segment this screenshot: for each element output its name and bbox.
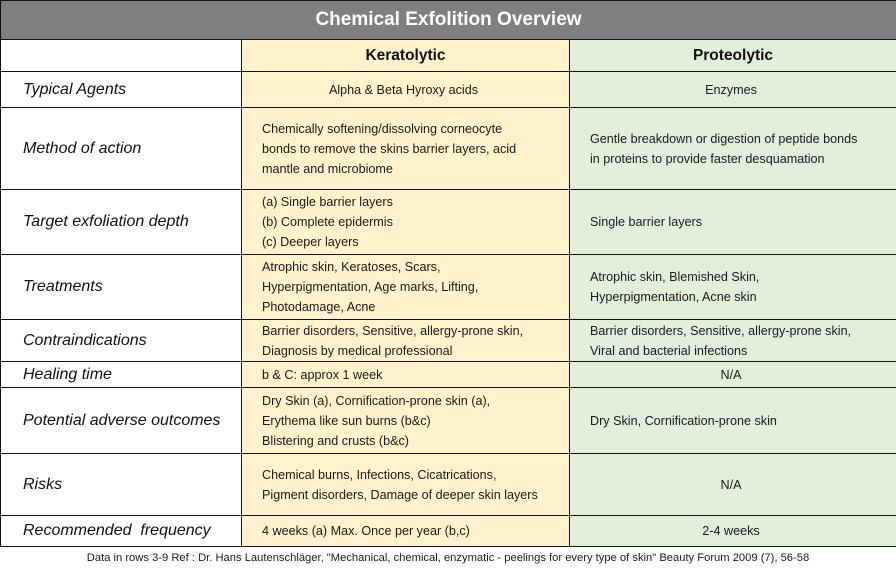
title-row: Chemical Exfolition Overview: [0, 0, 896, 40]
row-label-typical-agents: Typical Agents: [0, 71, 242, 108]
proteolytic-treatments: Atrophic skin, Blemished Skin, Hyperpigm…: [569, 254, 896, 320]
row-label-risks: Risks: [0, 453, 242, 516]
cell-line: 2-4 weeks: [702, 524, 760, 538]
cell-line: Hyperpigmentation, Acne skin: [590, 290, 757, 304]
keratolytic-adverse-outcomes: Dry Skin (a), Cornification-prone skin (…: [241, 387, 570, 454]
cell-line: Alpha & Beta Hyroxy acids: [328, 82, 479, 97]
proteolytic-contraindications: Barrier disorders, Sensitive, allergy-pr…: [569, 319, 896, 362]
keratolytic-healing-time: b & C: approx 1 week: [241, 361, 570, 388]
cell-line: N/A: [720, 367, 742, 382]
proteolytic-adverse-outcomes: Dry Skin, Cornification-prone skin: [569, 387, 896, 454]
row-label-method-of-action: Method of action: [0, 107, 242, 190]
table-row: Risks Chemical burns, Infections, Cicatr…: [0, 453, 896, 516]
keratolytic-typical-agents: Alpha & Beta Hyroxy acids: [241, 71, 570, 108]
reference-footnote: Data in rows 3-9 Ref : Dr. Hans Lautensc…: [86, 552, 810, 564]
keratolytic-method-of-action: Chemically softening/dissolving corneocy…: [241, 107, 570, 190]
cell-line: Blistering and crusts (b&c): [262, 433, 409, 448]
cell-line: Single barrier layers: [590, 215, 702, 229]
cell-line: Erythema like sun burns (b&c): [262, 413, 431, 428]
keratolytic-risks: Chemical burns, Infections, Cicatricatio…: [241, 453, 570, 516]
table-row: Method of action Chemically softening/di…: [0, 107, 896, 190]
cell-line: Barrier disorders, Sensitive, allergy-pr…: [262, 323, 524, 338]
table-row: Typical Agents Alpha & Beta Hyroxy acids…: [0, 71, 896, 108]
proteolytic-target-depth: Single barrier layers: [569, 189, 896, 255]
keratolytic-contraindications: Barrier disorders, Sensitive, allergy-pr…: [241, 319, 570, 362]
cell-line: Enzymes: [705, 82, 757, 97]
row-label-treatments: Treatments: [0, 254, 242, 320]
cell-line: bonds to remove the skins barrier layers…: [262, 141, 517, 156]
cell-line: (c) Deeper layers: [262, 235, 359, 249]
cell-line: (a) Single barrier layers: [262, 195, 393, 209]
cell-line: b & C: approx 1 week: [262, 367, 383, 382]
table-row: Contraindications Barrier disorders, Sen…: [0, 319, 896, 362]
table-row: Treatments Atrophic skin, Keratoses, Sca…: [0, 254, 896, 320]
keratolytic-frequency: 4 weeks (a) Max. Once per year (b,c): [241, 515, 570, 547]
cell-line: Hyperpigmentation, Age marks, Lifting,: [262, 280, 479, 294]
header-proteolytic: Proteolytic: [569, 39, 896, 72]
cell-line: Pigment disorders, Damage of deeper skin…: [262, 487, 538, 502]
cell-line: N/A: [720, 477, 742, 492]
cell-line: Dry Skin (a), Cornification-prone skin (…: [262, 393, 491, 408]
proteolytic-method-of-action: Gentle breakdown or digestion of peptide…: [569, 107, 896, 190]
exfoliation-table: Chemical Exfolition Overview Keratolytic…: [0, 0, 896, 547]
cell-line: 4 weeks (a) Max. Once per year (b,c): [262, 524, 470, 538]
table-title: Chemical Exfolition Overview: [0, 0, 896, 40]
header-blank-cell: [0, 39, 242, 72]
proteolytic-typical-agents: Enzymes: [569, 71, 896, 108]
proteolytic-healing-time: N/A: [569, 361, 896, 388]
cell-line: Diagnosis by medical professional: [262, 343, 453, 358]
row-label-recommended-frequency: Recommended frequency: [0, 515, 242, 547]
cell-line: (b) Complete epidermis: [262, 215, 393, 229]
table-row: Potential adverse outcomes Dry Skin (a),…: [0, 387, 896, 454]
row-label-healing-time: Healing time: [0, 361, 242, 388]
table-row: Target exfoliation depth (a) Single barr…: [0, 189, 896, 255]
cell-line: mantle and microbiome: [262, 161, 393, 176]
proteolytic-frequency: 2-4 weeks: [569, 515, 896, 547]
cell-line: Atrophic skin, Blemished Skin,: [590, 270, 760, 284]
cell-line: Photodamage, Acne: [262, 300, 376, 314]
cell-line: Barrier disorders, Sensitive, allergy-pr…: [590, 323, 852, 338]
cell-line: Viral and bacterial infections: [590, 343, 748, 358]
row-label-target-exfoliation-depth: Target exfoliation depth: [0, 189, 242, 255]
table-row: Healing time b & C: approx 1 week N/A: [0, 361, 896, 388]
keratolytic-target-depth: (a) Single barrier layers (b) Complete e…: [241, 189, 570, 255]
row-label-potential-adverse-outcomes: Potential adverse outcomes: [0, 387, 242, 454]
cell-line: Gentle breakdown or digestion of peptide…: [590, 131, 858, 146]
row-label-contraindications: Contraindications: [0, 319, 242, 362]
header-row: Keratolytic Proteolytic: [0, 39, 896, 72]
table-row: Recommended frequency 4 weeks (a) Max. O…: [0, 515, 896, 547]
keratolytic-treatments: Atrophic skin, Keratoses, Scars, Hyperpi…: [241, 254, 570, 320]
cell-line: Chemical burns, Infections, Cicatricatio…: [262, 467, 497, 482]
cell-line: in proteins to provide faster desquamati…: [590, 151, 825, 166]
cell-line: Atrophic skin, Keratoses, Scars,: [262, 260, 441, 274]
cell-line: Dry Skin, Cornification-prone skin: [590, 413, 777, 428]
proteolytic-risks: N/A: [569, 453, 896, 516]
header-keratolytic: Keratolytic: [241, 39, 570, 72]
cell-line: Chemically softening/dissolving corneocy…: [262, 121, 503, 136]
